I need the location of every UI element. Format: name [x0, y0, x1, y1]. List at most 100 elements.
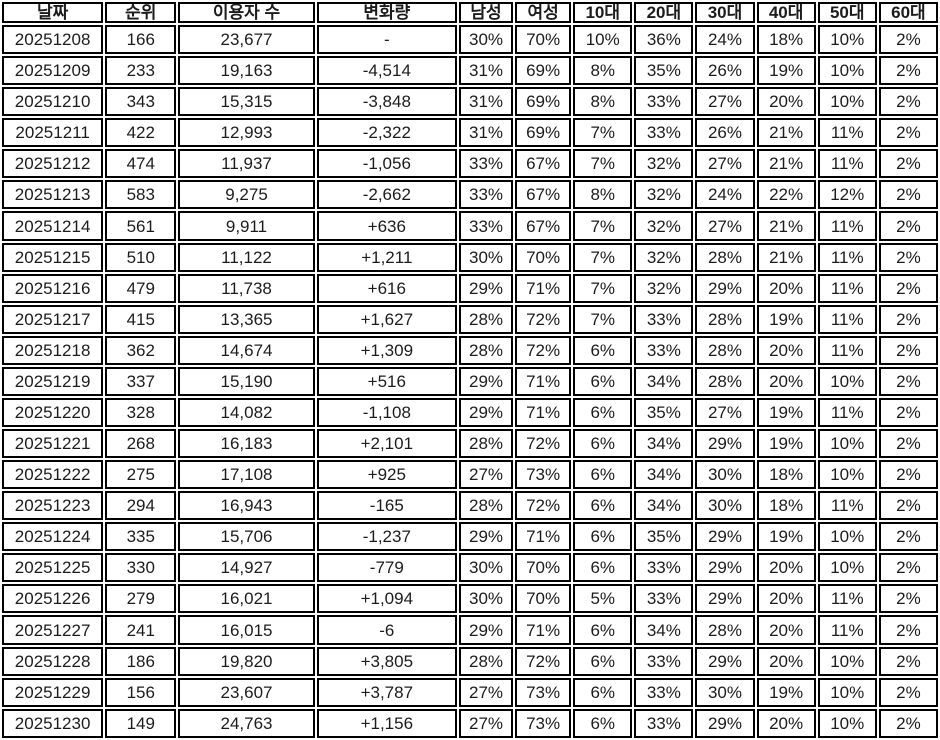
cell-age40: 20% [756, 553, 816, 583]
cell-male: 28% [458, 491, 514, 521]
cell-male: 30% [458, 25, 514, 55]
table-row: 20251228 186 19,820 +3,805 28% 72% 6% 33% 29% 20%… [2, 646, 938, 676]
cell-change: +1,211 [316, 242, 457, 272]
cell-age50: 10% [817, 677, 877, 707]
cell-age10: 8% [573, 56, 633, 86]
cell-age20: 33% [634, 708, 694, 738]
cell-age50: 11% [817, 273, 877, 303]
cell-age20: 33% [634, 553, 694, 583]
cell-female: 69% [515, 56, 572, 86]
header-date: 날짜 [2, 2, 104, 23]
cell-rank: 233 [105, 56, 177, 86]
cell-age50: 11% [817, 118, 877, 148]
cell-male: 29% [458, 273, 514, 303]
cell-date: 20251217 [2, 304, 104, 334]
cell-date: 20251219 [2, 366, 104, 396]
cell-age10: 6% [573, 429, 633, 459]
cell-age40: 22% [756, 180, 816, 210]
cell-age10: 7% [573, 242, 633, 272]
cell-age20: 35% [634, 56, 694, 86]
cell-date: 20251229 [2, 677, 104, 707]
cell-age50: 10% [817, 56, 877, 86]
cell-date: 20251226 [2, 584, 104, 614]
table-row: 20251209 233 19,163 -4,514 31% 69% 8% 35% 26% 19%… [2, 56, 938, 86]
cell-age50: 10% [817, 646, 877, 676]
cell-age40: 21% [756, 118, 816, 148]
cell-female: 72% [515, 335, 572, 365]
cell-age60: 2% [878, 491, 938, 521]
cell-age30: 28% [695, 366, 755, 396]
cell-age60: 2% [878, 366, 938, 396]
cell-age60: 2% [878, 429, 938, 459]
cell-age50: 10% [817, 708, 877, 738]
cell-age60: 2% [878, 335, 938, 365]
table-row: 20251211 422 12,993 -2,322 31% 69% 7% 33% 26% 21%… [2, 118, 938, 148]
cell-age10: 7% [573, 149, 633, 179]
cell-age20: 35% [634, 397, 694, 428]
cell-male: 29% [458, 522, 514, 552]
cell-users: 11,738 [178, 273, 315, 303]
cell-age20: 36% [634, 25, 694, 55]
cell-male: 31% [458, 118, 514, 148]
cell-change: +516 [316, 366, 457, 396]
cell-male: 29% [458, 397, 514, 428]
cell-change: -1,108 [316, 397, 457, 428]
header-age50: 50대 [817, 2, 877, 23]
cell-age40: 18% [756, 460, 816, 490]
cell-change: +2,101 [316, 429, 457, 459]
cell-female: 70% [515, 242, 572, 272]
cell-age60: 2% [878, 304, 938, 334]
table-row: 20251220 328 14,082 -1,108 29% 71% 6% 35% 27% 19%… [2, 397, 938, 428]
header-age60: 60대 [878, 2, 938, 23]
cell-age30: 24% [695, 180, 755, 210]
cell-age10: 6% [573, 677, 633, 707]
cell-male: 33% [458, 180, 514, 210]
header-users: 이용자 수 [178, 2, 315, 23]
cell-age60: 2% [878, 708, 938, 738]
cell-users: 16,021 [178, 584, 315, 614]
cell-rank: 474 [105, 149, 177, 179]
cell-female: 67% [515, 149, 572, 179]
cell-change: +1,156 [316, 708, 457, 738]
cell-male: 33% [458, 211, 514, 241]
cell-users: 16,183 [178, 429, 315, 459]
cell-age60: 2% [878, 522, 938, 552]
cell-age20: 34% [634, 460, 694, 490]
cell-age60: 2% [878, 56, 938, 86]
cell-users: 15,315 [178, 87, 315, 117]
cell-age20: 33% [634, 335, 694, 365]
cell-date: 20251220 [2, 397, 104, 428]
cell-age60: 2% [878, 242, 938, 272]
cell-rank: 415 [105, 304, 177, 334]
cell-change: -2,322 [316, 118, 457, 148]
cell-age30: 28% [695, 304, 755, 334]
cell-age50: 11% [817, 584, 877, 614]
cell-date: 20251208 [2, 25, 104, 55]
cell-age50: 11% [817, 615, 877, 645]
cell-age10: 6% [573, 522, 633, 552]
cell-age20: 34% [634, 429, 694, 459]
table-row: 20251223 294 16,943 -165 28% 72% 6% 34% 30% 18% 11… [2, 491, 938, 521]
cell-female: 73% [515, 460, 572, 490]
cell-users: 16,015 [178, 615, 315, 645]
header-age10: 10대 [573, 2, 633, 23]
cell-female: 72% [515, 491, 572, 521]
cell-change: +1,094 [316, 584, 457, 614]
cell-female: 67% [515, 211, 572, 241]
cell-age30: 28% [695, 615, 755, 645]
cell-age40: 19% [756, 304, 816, 334]
table-row: 20251221 268 16,183 +2,101 28% 72% 6% 34% 29% 19%… [2, 429, 938, 459]
cell-rank: 337 [105, 366, 177, 396]
cell-female: 69% [515, 118, 572, 148]
cell-age60: 2% [878, 615, 938, 645]
table-header: 날짜 순위 이용자 수 변화량 남성 여성 10대 20대 30대 40대 50대 60대 [2, 2, 938, 23]
cell-age30: 29% [695, 553, 755, 583]
cell-rank: 479 [105, 273, 177, 303]
cell-age50: 11% [817, 149, 877, 179]
cell-age20: 33% [634, 584, 694, 614]
cell-female: 72% [515, 304, 572, 334]
cell-age40: 20% [756, 87, 816, 117]
table-row: 20251213 583 9,275 -2,662 33% 67% 8% 32% 24% 22% 1… [2, 180, 938, 210]
cell-female: 73% [515, 708, 572, 738]
cell-rank: 328 [105, 397, 177, 428]
